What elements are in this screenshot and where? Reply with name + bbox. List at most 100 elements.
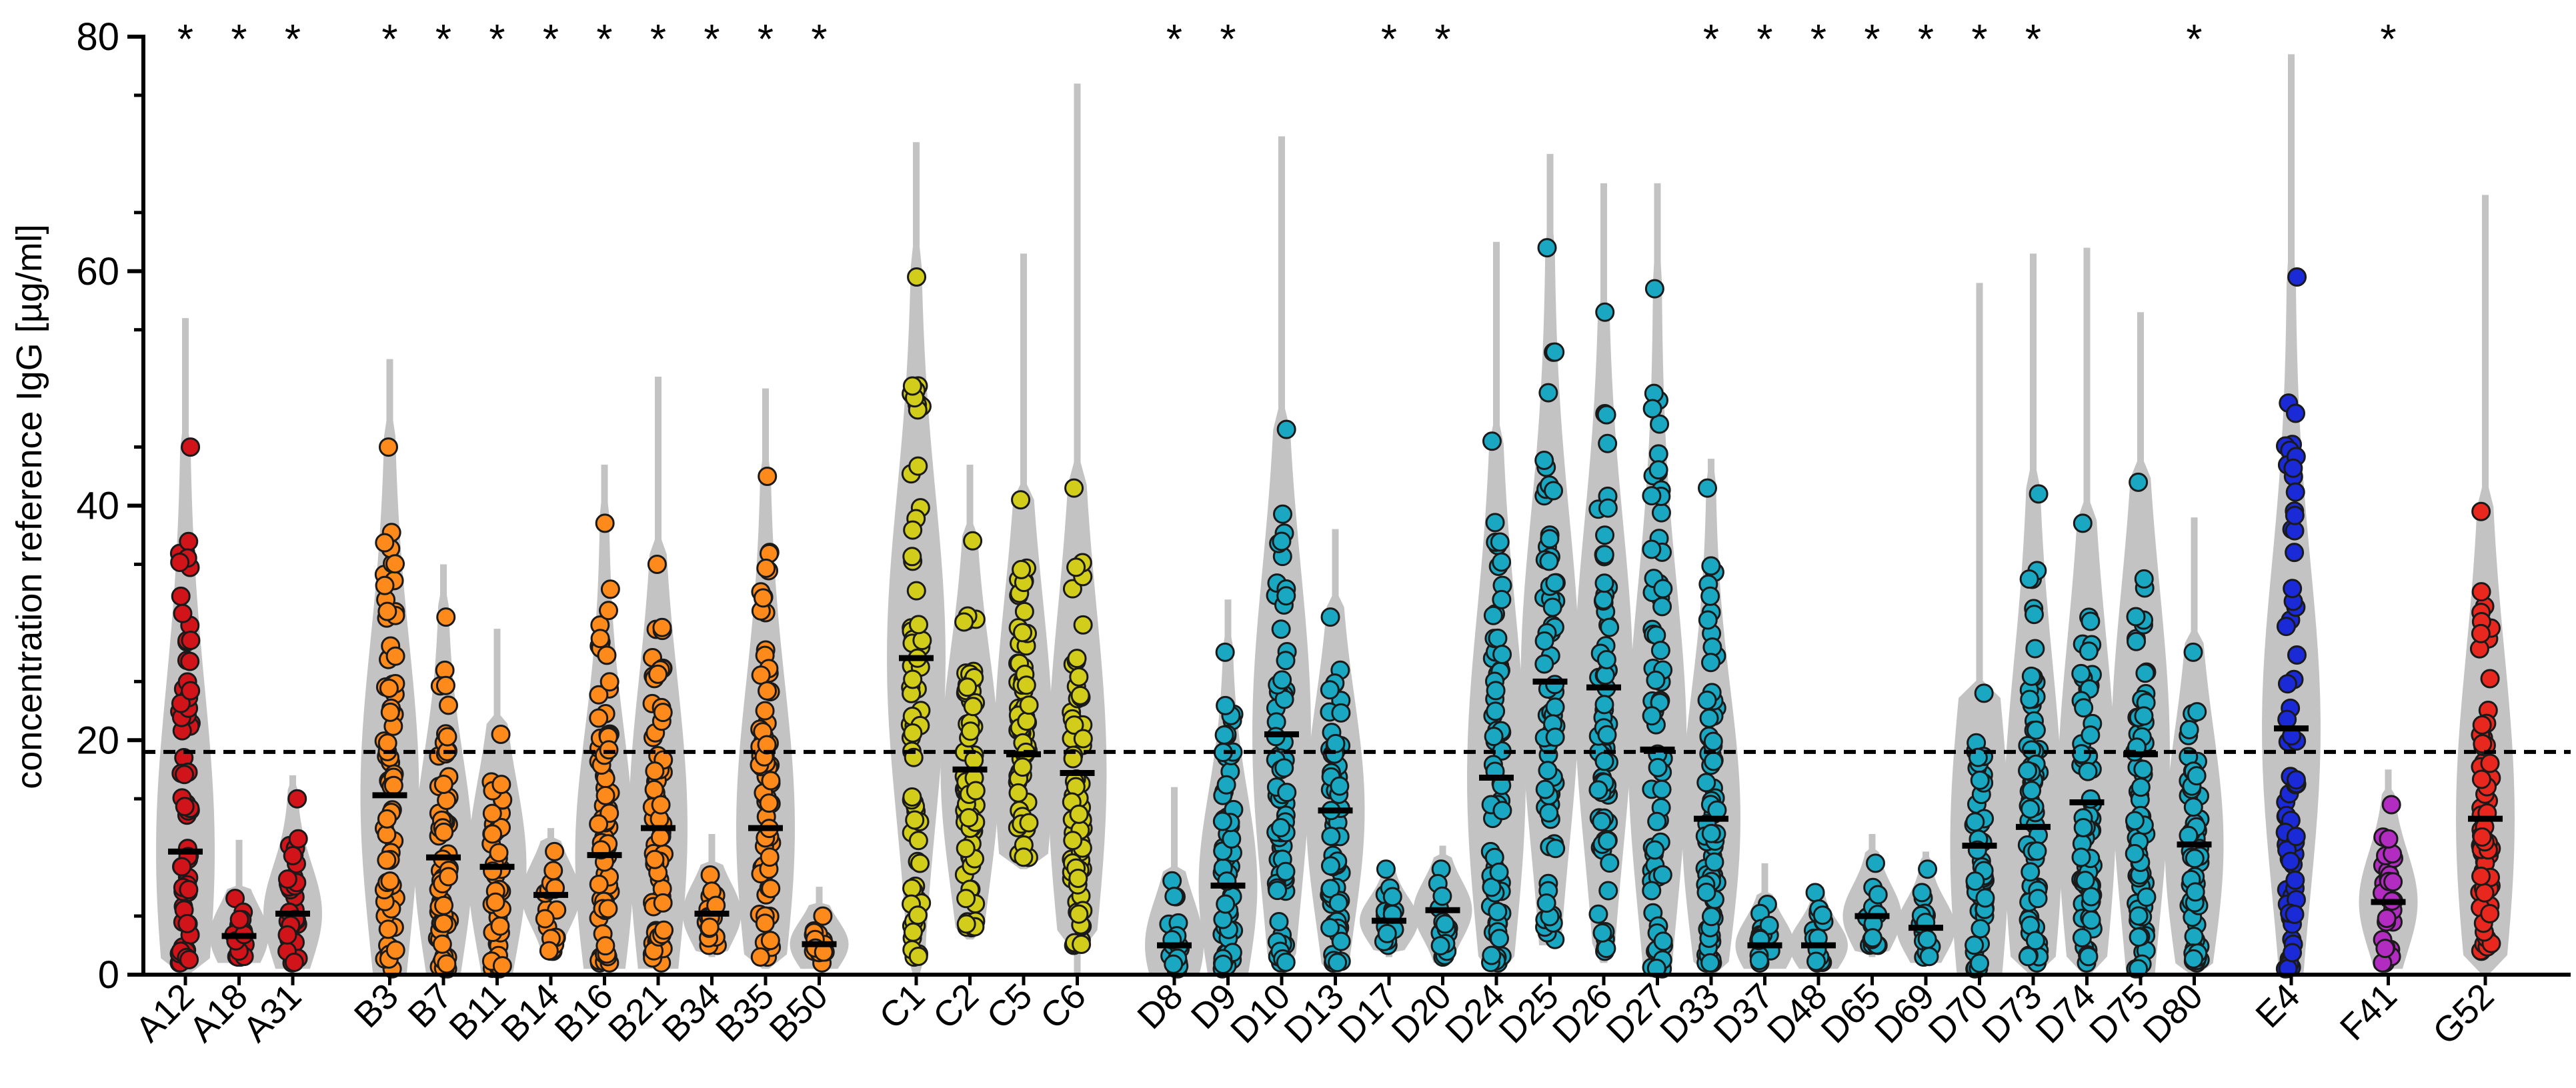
data-point	[283, 845, 303, 865]
data-point	[960, 721, 980, 741]
data-point	[2129, 906, 2149, 926]
data-point	[1806, 951, 1826, 971]
data-point	[485, 892, 505, 912]
data-point	[1652, 597, 1672, 617]
data-point	[2025, 639, 2045, 659]
data-point	[966, 781, 986, 801]
data-point	[956, 914, 976, 934]
data-point	[545, 841, 565, 861]
data-point	[1067, 649, 1087, 669]
data-point	[907, 267, 927, 287]
data-point	[1212, 811, 1232, 831]
data-point	[598, 899, 618, 919]
data-point	[1014, 601, 1034, 621]
data-point	[1064, 715, 1084, 735]
data-point	[1069, 667, 1089, 687]
data-point	[1274, 758, 1294, 778]
data-point	[1492, 589, 1512, 609]
data-point	[377, 601, 397, 621]
data-point	[1016, 675, 1036, 695]
significance-star: *	[1381, 17, 1397, 63]
data-point	[1588, 780, 1608, 800]
data-point	[1598, 881, 1618, 901]
data-point	[2286, 827, 2306, 847]
data-point	[1642, 486, 1662, 506]
data-point	[1070, 685, 1090, 705]
data-point	[1974, 683, 1994, 703]
data-point	[2078, 761, 2098, 781]
data-point	[2020, 799, 2040, 819]
data-point	[2028, 889, 2048, 909]
data-point	[1917, 929, 1937, 949]
data-point	[1019, 695, 1039, 715]
data-point	[2022, 781, 2042, 801]
data-point	[599, 672, 619, 692]
data-point	[1598, 831, 1618, 851]
data-point	[1069, 904, 1089, 924]
data-point	[1759, 915, 1779, 935]
data-point	[380, 702, 400, 722]
data-point	[2383, 872, 2403, 892]
data-point	[2024, 605, 2044, 625]
data-point	[1272, 504, 1292, 524]
data-point	[600, 579, 620, 599]
data-point	[2018, 947, 2038, 967]
data-point	[1214, 725, 1234, 745]
x-tick-label: G52	[2425, 976, 2502, 1053]
data-point	[385, 554, 405, 574]
data-point	[652, 617, 672, 637]
data-point	[1539, 551, 1559, 571]
y-tick-label: 40	[76, 485, 119, 528]
data-point	[590, 629, 610, 649]
data-point	[1545, 697, 1565, 717]
x-tick-label: B50	[762, 976, 836, 1049]
median-layer	[168, 655, 2503, 949]
data-point	[1276, 419, 1296, 439]
data-point	[1328, 953, 1348, 973]
data-point	[181, 631, 201, 651]
data-point	[1216, 775, 1236, 795]
data-point	[1271, 818, 1291, 838]
data-point	[2276, 617, 2296, 637]
data-point	[180, 651, 200, 671]
x-tick-label: C5	[979, 976, 1040, 1037]
data-point	[653, 703, 673, 723]
data-point	[589, 874, 609, 894]
data-point	[2187, 702, 2207, 722]
data-point	[1490, 929, 1510, 949]
data-point	[1276, 586, 1296, 606]
data-point	[1488, 628, 1508, 648]
data-point	[598, 601, 618, 621]
data-point	[963, 697, 983, 717]
data-point	[759, 793, 779, 813]
data-point	[595, 785, 615, 805]
data-point	[1598, 433, 1618, 453]
data-point	[760, 847, 780, 867]
data-point	[1017, 711, 1037, 731]
data-point	[2079, 947, 2099, 967]
data-point	[437, 727, 457, 747]
data-point	[1272, 670, 1292, 690]
data-point	[1331, 703, 1351, 723]
data-point	[432, 934, 452, 954]
data-point	[2285, 870, 2305, 890]
data-point	[2471, 623, 2491, 643]
data-point	[1700, 586, 1720, 606]
data-point	[1013, 623, 1033, 643]
data-point	[1276, 952, 1296, 972]
data-point	[2480, 903, 2500, 923]
data-point	[437, 790, 457, 810]
data-point	[2137, 887, 2157, 907]
data-point	[1320, 680, 1340, 700]
y-tick-label: 60	[76, 250, 119, 293]
data-point	[1062, 579, 1082, 599]
y-tick-label: 80	[76, 15, 119, 59]
data-point	[2026, 720, 2046, 740]
data-point	[1012, 559, 1032, 579]
data-point	[1645, 840, 1665, 860]
data-point	[599, 740, 619, 760]
data-point	[2133, 759, 2153, 779]
data-point	[490, 916, 510, 936]
data-point	[1697, 478, 1717, 498]
data-point	[2027, 841, 2047, 861]
